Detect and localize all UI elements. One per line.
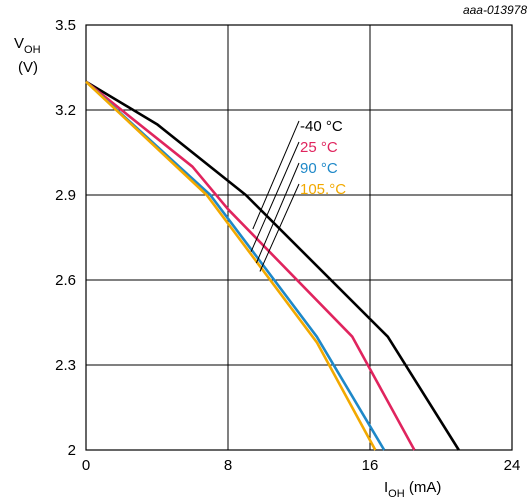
- series-line: [85, 80, 416, 451]
- x-tick-label: 24: [504, 457, 521, 474]
- y-tick-label: 3.2: [55, 102, 76, 119]
- leader-line: [250, 141, 300, 252]
- x-tick-labels: 0 8 16 24: [82, 457, 521, 474]
- series-labels: -40 °C 25 °C 90 °C 105.°C: [300, 118, 346, 198]
- series-label: 25 °C: [300, 139, 338, 156]
- leader-line: [259, 183, 300, 272]
- plot-frame: [85, 24, 513, 451]
- plot-border: [85, 24, 513, 451]
- series-line: [85, 80, 377, 451]
- series-label: 105.°C: [300, 181, 346, 198]
- y-tick-labels: 2 2.3 2.6 2.9 3.2 3.5: [55, 17, 76, 459]
- x-tick-label: 0: [82, 457, 90, 474]
- y-tick-label: 2.3: [55, 357, 76, 374]
- y-axis-title: VOH: [14, 35, 41, 56]
- y-tick-label: 2.9: [55, 187, 76, 204]
- y-tick-label: 3.5: [55, 17, 76, 34]
- series-label: -40 °C: [300, 118, 343, 135]
- series-line: [85, 80, 460, 451]
- leader-line: [255, 162, 300, 264]
- x-tick-label: 16: [362, 457, 379, 474]
- grid: [86, 25, 512, 450]
- y-axis-unit: (V): [18, 59, 38, 76]
- series-lines: [85, 80, 460, 451]
- series-label: 90 °C: [300, 160, 338, 177]
- leader-line: [252, 120, 300, 230]
- y-tick-label: 2.6: [55, 272, 76, 289]
- x-tick-label: 8: [224, 457, 232, 474]
- series-line: [85, 80, 386, 451]
- y-tick-label: 2: [68, 442, 76, 459]
- leader-lines: [250, 120, 300, 272]
- reference-code: aaa-013978: [463, 3, 527, 17]
- x-axis-title: IOH (mA): [384, 479, 441, 500]
